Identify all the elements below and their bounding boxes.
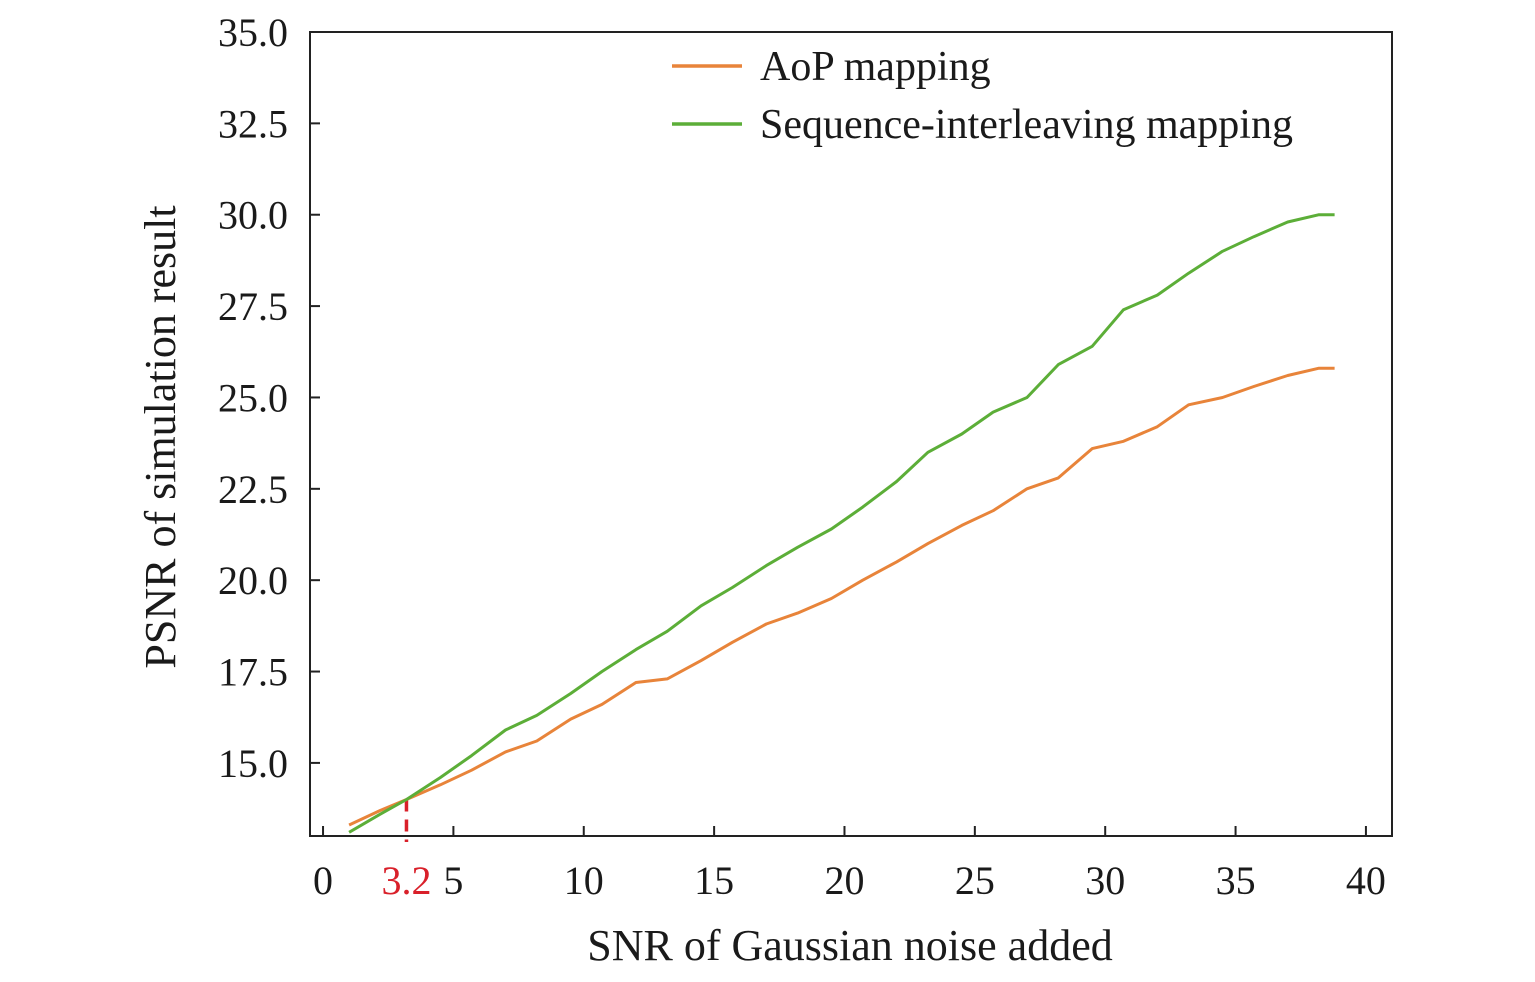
x-tick-label: 30	[1085, 858, 1125, 903]
annotation-label: 3.2	[381, 858, 431, 903]
y-tick-label: 20.0	[218, 558, 288, 603]
x-tick-label: 10	[564, 858, 604, 903]
legend-label: AoP mapping	[760, 44, 991, 90]
legend: AoP mapping Sequence-interleaving mapping	[672, 44, 1293, 148]
y-tick-label: 30.0	[218, 193, 288, 238]
y-tick-label: 17.5	[218, 650, 288, 695]
y-tick-label: 22.5	[218, 467, 288, 512]
x-tick-label: 5	[443, 858, 463, 903]
axes: 0 5 10 15 20 25 30 35 40 15.0 17.5 20.0 22.5 25.0 27.5…	[218, 10, 1393, 903]
legend-label: Sequence-interleaving mapping	[760, 102, 1293, 148]
plot-frame	[309, 31, 1393, 837]
series-line-aop-mapping	[348, 366, 1335, 827]
x-tick-label: 0	[313, 858, 333, 903]
x-tick-label: 20	[824, 858, 864, 903]
y-tick-label: 25.0	[218, 375, 288, 420]
y-tick-label: 27.5	[218, 284, 288, 329]
y-tick-label: 15.0	[218, 741, 288, 786]
x-tick-label: 15	[694, 858, 734, 903]
y-tick-label: 32.5	[218, 101, 288, 146]
series-line-sequence-interleaving-mapping	[348, 213, 1335, 834]
x-tick-label: 40	[1346, 858, 1386, 903]
y-tick-label: 35.0	[218, 10, 288, 55]
x-tick-label: 35	[1216, 858, 1256, 903]
x-axis-label: SNR of Gaussian noise added	[587, 921, 1113, 970]
y-axis-label: PSNR of simulation result	[136, 205, 185, 668]
series-lines	[348, 213, 1335, 834]
annotation: 3.2	[381, 799, 431, 903]
x-tick-label: 25	[955, 858, 995, 903]
